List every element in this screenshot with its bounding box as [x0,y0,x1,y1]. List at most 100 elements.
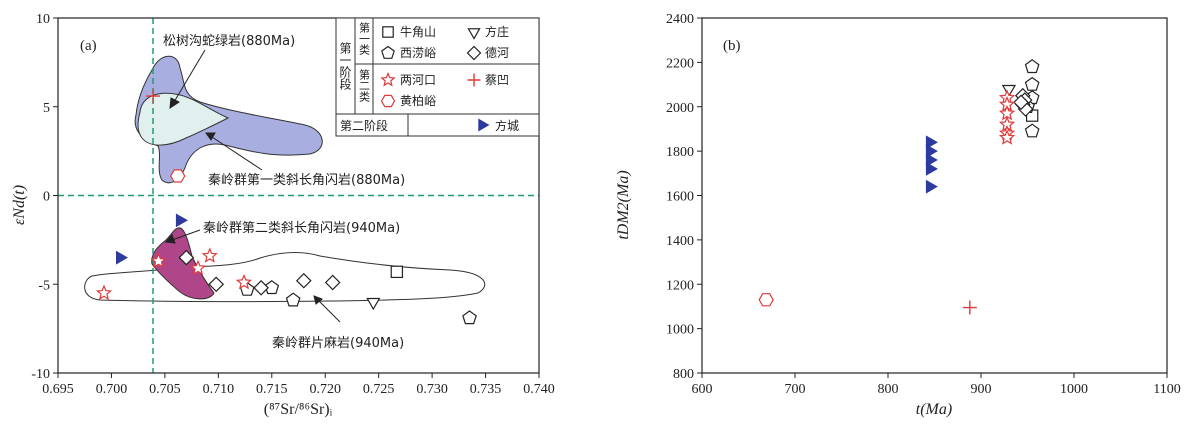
point-triangle-right [925,179,938,194]
legend-marker-pentagon [381,45,395,59]
legend-label-fangzhuang: 方庄 [485,24,509,39]
legend-marker-triangle-right [478,118,490,132]
legend-label-lianghekou: 两河口 [400,73,436,87]
point-triangle-right [925,153,938,167]
point-plus [962,300,977,315]
point-diamond [178,249,195,266]
point-diamond [253,279,269,296]
data-points-b [758,59,1040,315]
point-pentagon [462,310,477,325]
legend-a: 第一阶段 第一类 第二类 第二阶段 牛角山 方庄 西涝峪 德河 两河口 蔡凹 黄… [335,17,540,137]
point-plus [146,89,161,104]
y-axis-title-a: εNd(t) [11,185,28,225]
annotation-amphibolite-class2: 秦岭群第二类斜长角闪岩(940Ma) [203,221,400,236]
x-axis-title-a: (⁸⁷Sr/⁸⁶Sr)ᵢ [264,401,333,418]
legend-marker-star [380,71,396,87]
point-triangle-down [1001,84,1017,98]
point-triangle-right [116,250,129,265]
panel-a-scatter-plot: 松树沟蛇绿岩(880Ma) 秦岭群第一类斜长角闪岩(880Ma) 秦岭群第二类斜… [11,12,555,418]
point-triangle-right [925,135,938,150]
point-square [390,265,404,279]
legend-label-fangcheng: 方城 [495,118,519,133]
panel-b-x-tick-label: 800 [878,382,899,397]
point-star [189,259,207,276]
panel-a-x-tick-label: 0.730 [416,382,448,397]
legend-label-dehe: 德河 [485,45,509,60]
legend-marker-hexagon [380,94,396,108]
region-qinling-gneiss-940ma [84,251,486,303]
panel-b-x-tick-label: 700 [785,382,806,397]
legend-frame [335,17,540,137]
point-star [235,273,253,290]
point-hexagon [758,293,774,307]
panel-b-x-tick-label: 1000 [1060,382,1088,397]
point-hexagon [170,169,186,183]
panel-b-x-tick-label: 1100 [1153,382,1180,397]
panel-a-x-tick-label: 0.720 [309,382,341,397]
point-pentagon [1024,59,1040,74]
panel-a-y-tick-label: -5 [38,278,50,293]
panel-a-x-tick-label: 0.695 [42,382,74,397]
legend-label-huangbaiyu: 黄柏峪 [400,93,436,108]
legend-phase1-header: 第一阶段 [338,42,352,91]
point-diamond [324,274,341,291]
panel-b-y-tick-label: 1200 [666,278,694,293]
legend-label-niujiaoshan: 牛角山 [400,24,436,39]
region-songshugou-ophiolite-inner [137,92,230,146]
panel-a-x-tick-label: 0.715 [256,382,288,397]
panel-b-y-tick-label: 2400 [666,12,694,27]
y-axis-title-b: tDM2(Ma) [615,170,632,239]
panel-b-scatter-plot: (b) t(Ma) tDM2(Ma) 600 700 800 900 1000 1100 8… [615,12,1181,418]
panel-b-y-tick-label: 1400 [666,234,694,249]
panel-a-x-tick-label: 0.725 [363,382,395,397]
point-pentagon [285,292,301,307]
legend-marker-plus [467,73,481,87]
plot-frame-b [701,17,1168,374]
x-axis-title-b: t(Ma) [916,401,952,418]
panel-b-y-tick-label: 1800 [666,145,694,160]
legend-markers [380,26,490,132]
panel-a-x-tick-label: 0.700 [96,382,128,397]
panel-a-y-tick-label: -10 [31,367,50,382]
legend-marker-triangle-down [467,28,481,40]
panel-b-y-tick-label: 800 [673,367,694,382]
annotation-qinling-gneiss: 秦岭群片麻岩(940Ma) [272,336,404,351]
panel-b-x-tick-label: 900 [971,382,992,397]
annotation-songshugou-ophiolite: 松树沟蛇绿岩(880Ma) [163,34,295,49]
data-points-a [95,89,477,325]
legend-label-xilaoyu: 西涝峪 [400,46,436,60]
panel-a-x-tick-label: 0.735 [470,382,502,397]
panel-a-y-tick-label: 0 [43,190,50,205]
panel-a-x-tick-label: 0.710 [203,382,235,397]
panel-b-y-tick-label: 2200 [666,56,694,71]
panel-label-b: (b) [723,38,741,54]
point-pentagon [264,280,280,295]
panel-a-x-tick-label: 0.705 [149,382,181,397]
panel-b-y-tick-label: 1000 [666,323,694,338]
point-star [998,129,1016,145]
panel-b-y-tick-label: 2000 [666,101,694,116]
point-pentagon [1024,123,1040,138]
panel-a-y-tick-label: 5 [43,101,50,116]
panel-a-y-tick-label: 10 [36,12,50,27]
point-diamond [208,276,225,293]
point-triangle-right [925,144,938,159]
panel-a-x-tick-label: 0.740 [523,382,555,397]
annotation-amphibolite-class1: 秦岭群第一类斜长角闪岩(880Ma) [208,173,405,188]
point-triangle-down [366,297,381,311]
point-star [201,247,218,263]
point-triangle-right [175,213,188,228]
annotation-arrows-a [165,49,341,323]
point-diamond [295,272,312,289]
axis-ticks-a: 0.695 0.700 0.705 0.710 0.715 0.720 0.725 0.730… [31,12,554,397]
point-triangle-right [925,161,938,176]
panel-b-y-tick-label: 1600 [666,190,694,205]
panel-b-x-tick-label: 600 [692,382,713,397]
legend-phase2: 第二阶段 [340,118,388,133]
point-star [95,284,113,301]
legend-class2: 第二类 [358,68,371,103]
axis-ticks-b: 600 700 800 900 1000 1100 800 1000 1200 1400 1600 1… [666,12,1181,397]
legend-marker-square [382,26,394,38]
legend-label-caiao: 蔡凹 [485,73,509,87]
